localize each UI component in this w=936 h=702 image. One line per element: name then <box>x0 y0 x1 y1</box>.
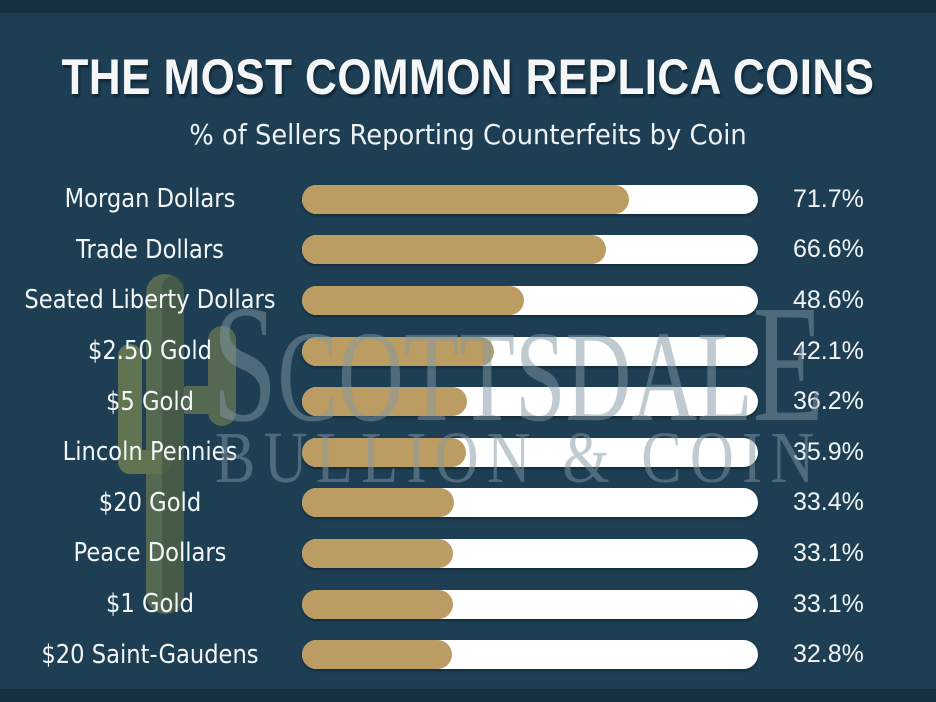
value-label: 35.9% <box>793 437 864 466</box>
bar-fill <box>302 387 468 417</box>
bar-fill <box>302 538 453 568</box>
value-label: 33.1% <box>793 589 864 618</box>
bar-track <box>302 285 758 315</box>
value-label: 42.1% <box>793 336 864 365</box>
bottom-border-band <box>0 689 936 702</box>
chart-row: Trade Dollars 66.6% <box>0 225 936 276</box>
category-label: Trade Dollars <box>76 234 224 265</box>
value-label: 33.4% <box>793 488 864 517</box>
bar-track <box>302 336 758 366</box>
category-label: Seated Liberty Dollars <box>24 285 276 316</box>
bar-track <box>302 184 758 214</box>
bar-fill <box>302 336 494 366</box>
bar-fill <box>302 488 455 518</box>
bar-track <box>302 538 758 568</box>
chart-row: Seated Liberty Dollars 48.6% <box>0 275 936 326</box>
chart-row: Lincoln Pennies 35.9% <box>0 427 936 478</box>
bar-track <box>302 235 758 265</box>
bar-fill <box>302 437 466 467</box>
chart-row: $20 Gold 33.4% <box>0 478 936 529</box>
value-label: 71.7% <box>793 184 864 213</box>
category-label: $1 Gold <box>105 589 194 620</box>
bar-fill <box>302 640 452 670</box>
bar-fill <box>302 184 629 214</box>
bar-chart: Morgan Dollars 71.7% Trade Dollars 66.6% Sea… <box>0 174 936 680</box>
bar-track <box>302 437 758 467</box>
bar-fill <box>302 589 453 619</box>
bar-track <box>302 488 758 518</box>
bar-track <box>302 387 758 417</box>
page-subtitle: % of Sellers Reporting Counterfeits by C… <box>189 118 747 151</box>
value-label: 66.6% <box>793 235 864 264</box>
category-label: Peace Dollars <box>73 538 227 569</box>
bar-track <box>302 589 758 619</box>
bar-fill <box>302 285 524 315</box>
category-label: Lincoln Pennies <box>62 437 238 468</box>
page-title: THE MOST COMMON REPLICA COINS <box>61 49 875 105</box>
category-label: $20 Saint-Gaudens <box>41 639 259 670</box>
chart-row: Morgan Dollars 71.7% <box>0 174 936 225</box>
bar-track <box>302 640 758 670</box>
value-label: 48.6% <box>793 285 864 314</box>
category-label: $5 Gold <box>105 386 194 417</box>
bar-fill <box>302 235 606 265</box>
chart-row: Peace Dollars 33.1% <box>0 528 936 579</box>
category-label: Morgan Dollars <box>64 184 236 215</box>
chart-row: $2.50 Gold 42.1% <box>0 326 936 377</box>
chart-row: $1 Gold 33.1% <box>0 579 936 630</box>
chart-row: $5 Gold 36.2% <box>0 376 936 427</box>
category-label: $2.50 Gold <box>88 336 212 367</box>
category-label: $20 Gold <box>98 487 202 518</box>
value-label: 33.1% <box>793 538 864 567</box>
cactus-icon <box>118 274 236 614</box>
value-label: 32.8% <box>793 640 864 669</box>
top-border-band <box>0 0 936 13</box>
value-label: 36.2% <box>793 387 864 416</box>
chart-row: $20 Saint-Gaudens 32.8% <box>0 629 936 680</box>
